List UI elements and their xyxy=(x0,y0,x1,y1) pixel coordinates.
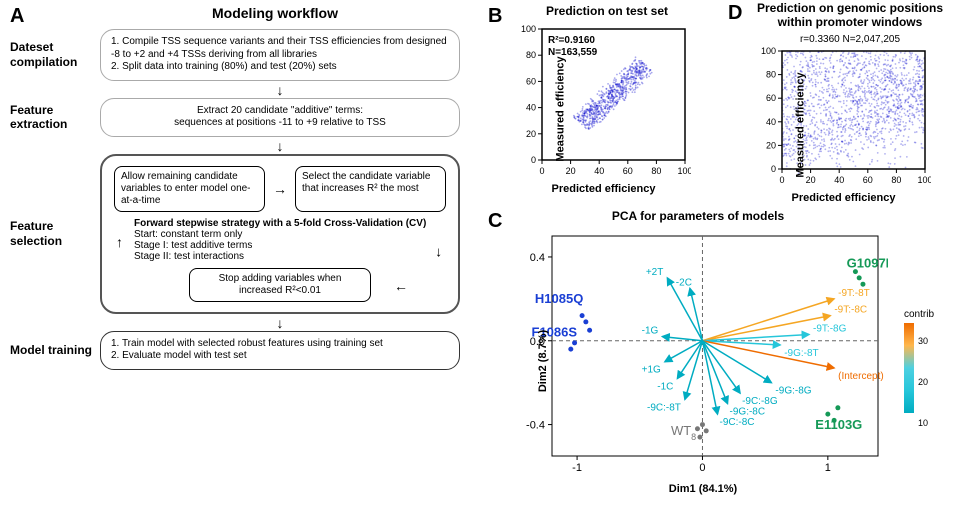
svg-text:-2C: -2C xyxy=(676,277,692,288)
svg-text:-9T:-8T: -9T:-8T xyxy=(838,288,870,299)
panel-d-ylabel: Measured efficiency xyxy=(795,73,807,178)
svg-text:80: 80 xyxy=(526,50,536,60)
svg-text:40: 40 xyxy=(594,166,604,176)
svg-text:0: 0 xyxy=(771,164,776,174)
panel-c: C PCA for parameters of models Dim2 (8.7… xyxy=(488,210,958,495)
arrow-down-icon: ↓ xyxy=(100,83,460,97)
svg-text:1: 1 xyxy=(825,462,831,474)
svg-text:-9G:-8G: -9G:-8G xyxy=(775,385,811,396)
panel-d-xlabel: Predicted efficiency xyxy=(756,192,931,204)
svg-text:100: 100 xyxy=(521,24,536,34)
arrow-right-icon: → xyxy=(273,181,287,197)
panel-d: D Prediction on genomic positions within… xyxy=(728,2,958,204)
svg-text:0: 0 xyxy=(539,166,544,176)
svg-text:R²=0.9160N=163,559: R²=0.9160N=163,559 xyxy=(548,35,598,58)
svg-text:-9C:-8T: -9C:-8T xyxy=(647,402,681,413)
panel-a-title: Modeling workflow xyxy=(90,5,460,21)
panel-d-title: Prediction on genomic positions within p… xyxy=(742,2,958,30)
panel-d-label: D xyxy=(728,2,742,25)
svg-text:80: 80 xyxy=(891,175,901,185)
panel-c-xlabel: Dim1 (84.1%) xyxy=(518,483,888,495)
svg-text:0: 0 xyxy=(699,462,705,474)
arrow-down-icon: ↓ xyxy=(100,139,460,153)
colorbar: contrib 30 20 10 xyxy=(904,309,948,413)
svg-text:0: 0 xyxy=(779,175,784,185)
svg-text:20: 20 xyxy=(766,140,776,150)
svg-text:100: 100 xyxy=(761,47,776,56)
step-compilation-label: Dateset compilation xyxy=(10,40,100,69)
svg-text:60: 60 xyxy=(623,166,633,176)
svg-text:20: 20 xyxy=(526,129,536,139)
step-training-label: Model training xyxy=(10,343,100,357)
arrow-left-icon: ← xyxy=(394,278,408,294)
svg-text:60: 60 xyxy=(766,93,776,103)
arrow-up-icon: ↑ xyxy=(116,234,123,250)
svg-text:-9T:-8G: -9T:-8G xyxy=(813,323,847,334)
panel-a: A Modeling workflow Dateset compilation … xyxy=(10,5,460,372)
colorbar-label: contrib xyxy=(904,309,948,320)
fs-box-select: Select the candidate variable that incre… xyxy=(295,166,446,212)
svg-text:+2T: +2T xyxy=(646,267,664,278)
svg-text:20: 20 xyxy=(566,166,576,176)
svg-text:20: 20 xyxy=(806,175,816,185)
panel-b: B Prediction on test set Measured effici… xyxy=(488,5,708,195)
svg-text:80: 80 xyxy=(651,166,661,176)
svg-text:40: 40 xyxy=(526,102,536,112)
colorbar-ticks: 30 20 10 xyxy=(918,337,928,460)
svg-text:-1G: -1G xyxy=(642,325,659,336)
svg-text:0.4: 0.4 xyxy=(530,252,545,264)
panel-d-stats: r=0.3360 N=2,047,205 xyxy=(742,34,958,45)
svg-text:G1097D: G1097D xyxy=(847,255,888,270)
svg-text:0: 0 xyxy=(531,155,536,165)
panel-b-title: Prediction on test set xyxy=(506,5,708,19)
panel-c-title: PCA for parameters of models xyxy=(518,210,878,224)
svg-text:40: 40 xyxy=(766,116,776,126)
svg-text:100: 100 xyxy=(917,175,931,185)
panel-b-label: B xyxy=(488,5,502,28)
scatter-plot-b: 00 20 20 40 40 60 60 80 80 100 100 R²=0.9160N=163,5… xyxy=(516,23,691,178)
svg-text:WT8: WT8 xyxy=(671,423,696,442)
fs-center-bold: Forward stepwise strategy with a 5-fold … xyxy=(134,218,446,229)
svg-text:-1C: -1C xyxy=(657,381,673,392)
svg-text:-9G:-8C: -9G:-8C xyxy=(730,406,766,417)
pca-plot: -101-0.40.00.4-9T:-8T-9T:-8C-9T:-8G-9G:-… xyxy=(518,228,888,478)
step-selection-label: Feature selection xyxy=(10,219,100,248)
panel-b-xlabel: Predicted efficiency xyxy=(516,183,691,195)
svg-text:80: 80 xyxy=(766,69,776,79)
panel-a-label: A xyxy=(10,5,24,28)
fs-box-stop: Stop adding variables when increased R²<… xyxy=(189,268,372,302)
scatter-plot-d: 00 20 20 40 40 60 60 80 80 100 100 xyxy=(756,47,931,187)
fs-center-lines: Start: constant term only Stage I: test … xyxy=(134,229,446,262)
step-extraction-box: Extract 20 candidate "additive" terms: s… xyxy=(100,98,460,137)
step-compilation-box: 1. Compile TSS sequence variants and the… xyxy=(100,29,460,81)
svg-text:(Intercept): (Intercept) xyxy=(838,371,884,382)
svg-text:60: 60 xyxy=(863,175,873,185)
step-training-box: 1. Train model with selected robust feat… xyxy=(100,331,460,370)
svg-text:+1G: +1G xyxy=(642,365,661,376)
svg-text:40: 40 xyxy=(834,175,844,185)
step-extraction-label: Feature extraction xyxy=(10,103,100,132)
fs-box-allow: Allow remaining candidate variables to e… xyxy=(114,166,265,212)
svg-text:-9G:-8T: -9G:-8T xyxy=(784,348,818,359)
svg-text:-9T:-8C: -9T:-8C xyxy=(834,304,867,315)
svg-text:H1085Q: H1085Q xyxy=(535,291,583,306)
svg-text:-9C:-8G: -9C:-8G xyxy=(742,396,778,407)
panel-c-label: C xyxy=(488,210,502,233)
svg-text:E1103G: E1103G xyxy=(815,417,862,432)
svg-text:-1: -1 xyxy=(572,462,582,474)
feature-selection-box: Allow remaining candidate variables to e… xyxy=(100,154,460,314)
svg-text:100: 100 xyxy=(677,166,691,176)
svg-text:60: 60 xyxy=(526,76,536,86)
panel-b-ylabel: Measured efficiency xyxy=(555,56,567,161)
panel-c-ylabel: Dim2 (8.7%) xyxy=(537,330,549,392)
arrow-down-icon: ↓ xyxy=(100,316,460,330)
svg-text:-0.4: -0.4 xyxy=(526,419,545,431)
arrow-up-icon: ↑ xyxy=(435,246,442,262)
svg-text:-9C:-8C: -9C:-8C xyxy=(720,417,755,428)
